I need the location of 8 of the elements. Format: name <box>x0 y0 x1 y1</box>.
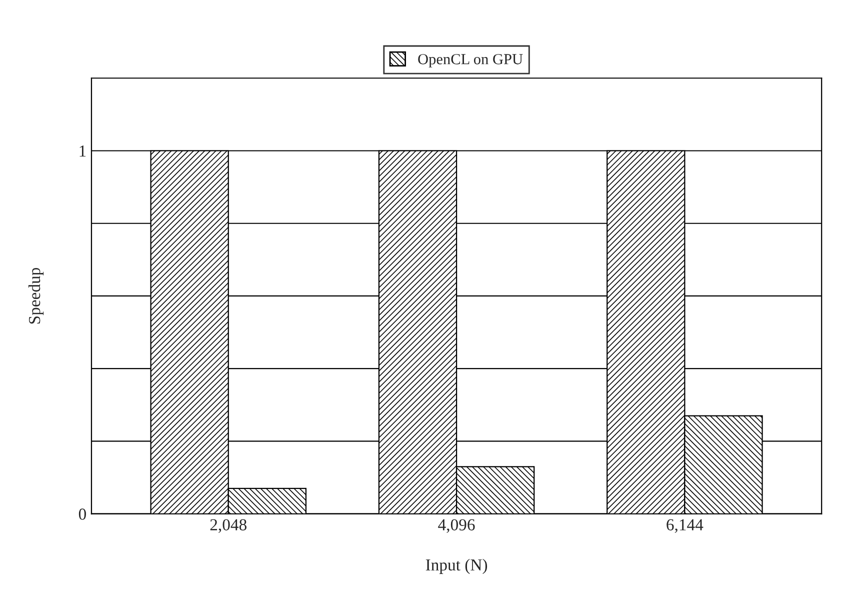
y-axis-title: Speedup <box>28 268 44 324</box>
x-tick-label: 6,144 <box>666 519 704 533</box>
y-tick-label: 1 <box>80 146 86 157</box>
y-tick-label: 0 <box>78 508 86 520</box>
x-axis-title: Input (N) <box>426 558 488 574</box>
legend-label: OpenCL on GPU <box>418 54 523 68</box>
x-tick-label: 2,048 <box>210 519 246 533</box>
x-tick-label: 4,096 <box>438 519 475 533</box>
